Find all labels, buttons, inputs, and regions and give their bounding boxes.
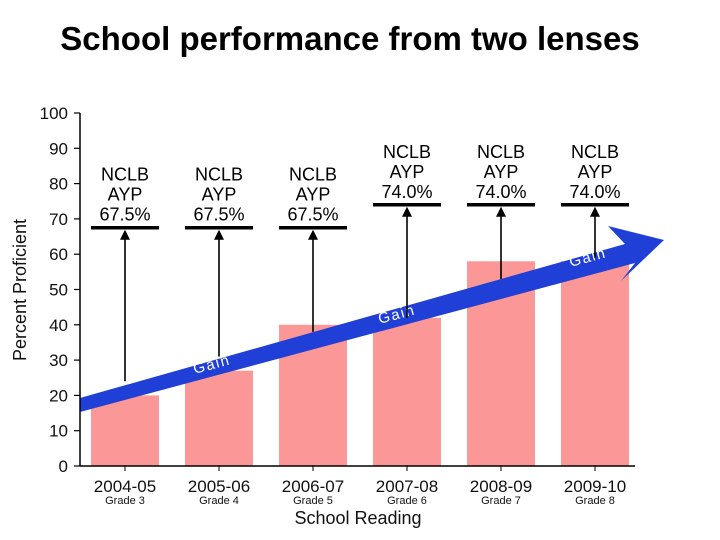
grade-label: Grade 8 (575, 495, 615, 507)
target-label-line1: NCLB (289, 165, 337, 185)
target-label-line1: NCLB (571, 142, 619, 162)
target-value-label: 67.5% (99, 205, 150, 225)
bar (561, 261, 629, 466)
target-label-line2: AYP (484, 162, 519, 182)
x-tick-label: 2007-08 (376, 477, 438, 496)
target-label-line1: NCLB (383, 142, 431, 162)
gain-arrow (80, 226, 664, 412)
x-tick-label: 2006-07 (282, 477, 344, 496)
y-tick-label: 20 (49, 386, 68, 405)
target-label-line2: AYP (578, 162, 613, 182)
target-label-line2: AYP (202, 185, 237, 205)
target-label-line1: NCLB (101, 165, 149, 185)
targets-layer: NCLBAYP67.5%NCLBAYP67.5%NCLBAYP67.5%NCLB… (91, 142, 629, 382)
grade-label: Grade 7 (481, 495, 521, 507)
y-tick-label: 50 (49, 281, 68, 300)
target-value-label: 74.0% (475, 182, 526, 202)
x-tick-label: 2005-06 (188, 477, 250, 496)
target-label-line2: AYP (390, 162, 425, 182)
grade-label: Grade 6 (387, 495, 427, 507)
target-label-line1: NCLB (195, 165, 243, 185)
y-tick-label: 30 (49, 351, 68, 370)
y-tick-label: 10 (49, 422, 68, 441)
x-axis-label: School Reading (294, 508, 421, 528)
target-arrow-head (590, 206, 600, 217)
bar (185, 370, 253, 466)
target-value-label: 67.5% (287, 205, 338, 225)
target-arrow-head (402, 206, 412, 217)
target-arrow-head (496, 206, 506, 217)
y-axis-label: Percent Proficient (10, 219, 30, 361)
grade-label: Grade 5 (293, 495, 333, 507)
target-value-label: 74.0% (381, 182, 432, 202)
target-arrow-head (120, 229, 130, 240)
bar (91, 395, 159, 466)
target-label-line2: AYP (296, 185, 331, 205)
grade-label: Grade 3 (105, 495, 145, 507)
grade-label: Grade 4 (199, 495, 239, 507)
x-tick-label: 2004-05 (94, 477, 156, 496)
x-tick-label: 2008-09 (470, 477, 532, 496)
target-label-line2: AYP (108, 185, 143, 205)
bars-layer (91, 261, 629, 466)
y-tick-label: 60 (49, 245, 68, 264)
y-tick-label: 80 (49, 175, 68, 194)
target-value-label: 67.5% (193, 205, 244, 225)
y-tick-label: 0 (59, 457, 68, 476)
bar (373, 317, 441, 466)
target-label-line1: NCLB (477, 142, 525, 162)
y-tick-label: 70 (49, 210, 68, 229)
slide-title: School performance from two lenses (60, 20, 640, 57)
target-arrow-head (308, 229, 318, 240)
y-tick-label: 100 (40, 104, 68, 123)
y-tick-label: 90 (49, 139, 68, 158)
x-tick-label: 2009-10 (564, 477, 626, 496)
target-arrow-head (214, 229, 224, 240)
target-value-label: 74.0% (569, 182, 620, 202)
y-tick-label: 40 (49, 316, 68, 335)
